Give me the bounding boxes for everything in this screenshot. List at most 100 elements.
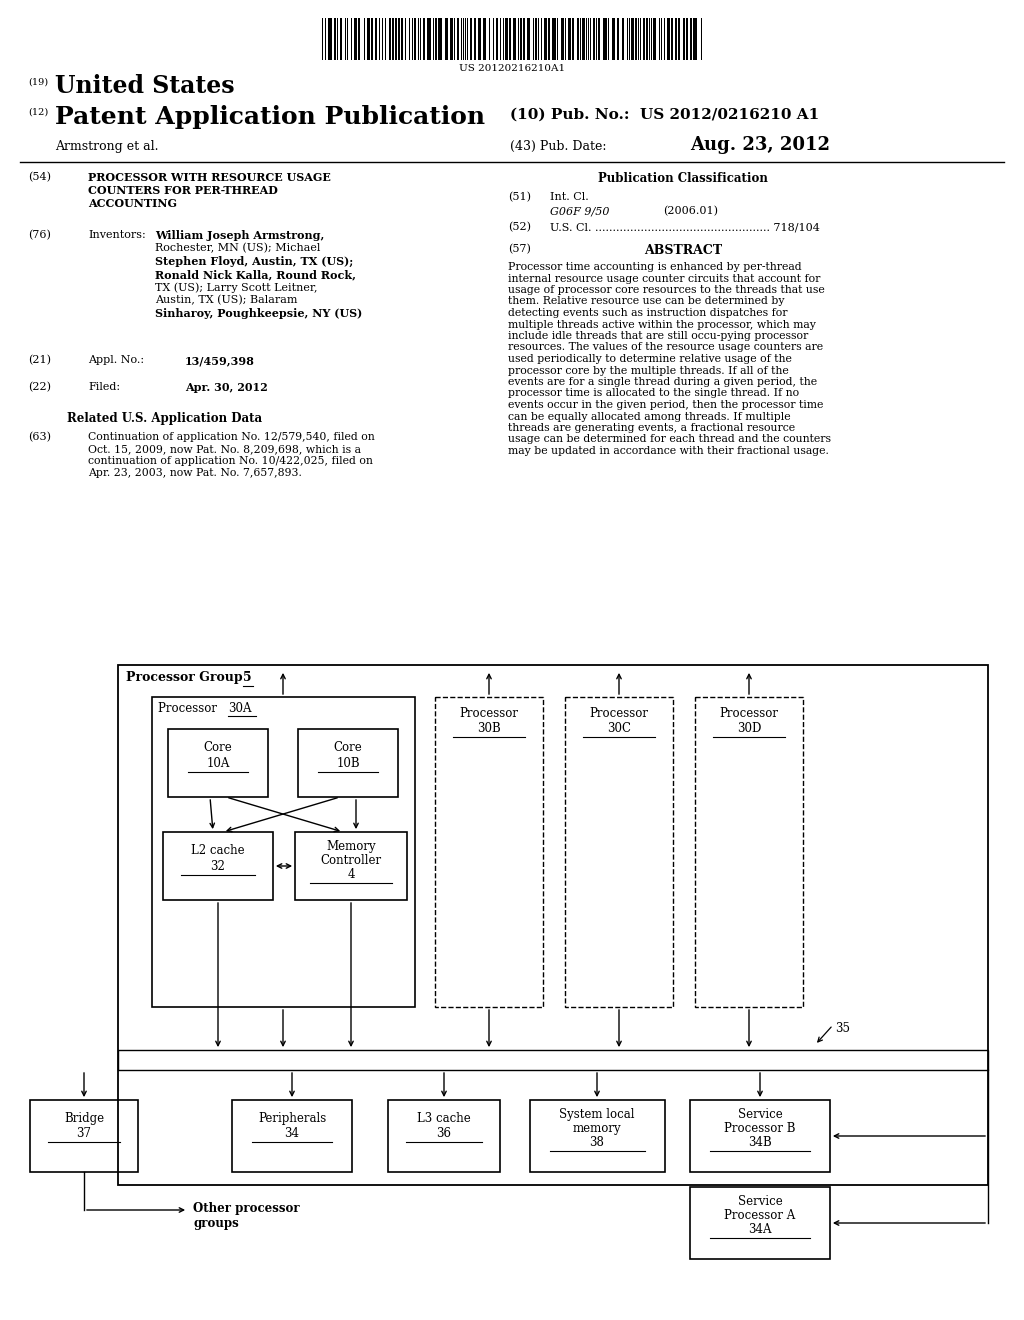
Text: Processor: Processor: [590, 708, 648, 719]
Bar: [375, 18, 377, 59]
Bar: [30, 1100, 138, 1172]
Bar: [582, 18, 585, 59]
Text: Aug. 23, 2012: Aug. 23, 2012: [690, 136, 830, 154]
Bar: [398, 18, 400, 59]
Bar: [389, 18, 391, 59]
Bar: [354, 18, 357, 59]
Text: continuation of application No. 10/422,025, filed on: continuation of application No. 10/422,0…: [88, 455, 373, 466]
Bar: [483, 18, 486, 59]
Text: PROCESSOR WITH RESOURCE USAGE: PROCESSOR WITH RESOURCE USAGE: [88, 172, 331, 183]
Text: 37: 37: [77, 1127, 91, 1140]
Bar: [371, 18, 373, 59]
Bar: [163, 832, 273, 900]
Bar: [427, 18, 431, 59]
Bar: [612, 18, 615, 59]
Text: G06F 9/50: G06F 9/50: [550, 206, 609, 216]
Bar: [438, 18, 442, 59]
Text: 13/459,398: 13/459,398: [185, 355, 255, 366]
Bar: [695, 697, 803, 1007]
Bar: [552, 18, 556, 59]
Text: (43) Pub. Date:: (43) Pub. Date:: [510, 140, 606, 153]
Text: Oct. 15, 2009, now Pat. No. 8,209,698, which is a: Oct. 15, 2009, now Pat. No. 8,209,698, w…: [88, 444, 361, 454]
Bar: [474, 18, 476, 59]
Bar: [505, 18, 508, 59]
Text: (19): (19): [28, 78, 48, 87]
Text: (54): (54): [28, 172, 51, 182]
Bar: [544, 18, 547, 59]
Text: Publication Classification: Publication Classification: [598, 172, 768, 185]
Text: Related U.S. Application Data: Related U.S. Application Data: [68, 412, 262, 425]
Bar: [328, 18, 332, 59]
Bar: [334, 18, 336, 59]
Text: detecting events such as instruction dispatches for: detecting events such as instruction dis…: [508, 308, 787, 318]
Bar: [690, 1100, 830, 1172]
Text: Int. Cl.: Int. Cl.: [550, 191, 589, 202]
Bar: [445, 18, 449, 59]
Bar: [423, 18, 425, 59]
Bar: [631, 18, 634, 59]
Text: (52): (52): [508, 222, 531, 232]
Text: 4: 4: [347, 869, 354, 880]
Text: 35: 35: [835, 1022, 850, 1035]
Text: Rochester, MN (US); Michael: Rochester, MN (US); Michael: [155, 243, 321, 253]
Text: TX (US); Larry Scott Leitner,: TX (US); Larry Scott Leitner,: [155, 282, 317, 293]
Bar: [527, 18, 530, 59]
Text: Processor Group: Processor Group: [126, 671, 247, 684]
Text: 10A: 10A: [206, 756, 229, 770]
Bar: [635, 18, 637, 59]
Text: 36: 36: [436, 1127, 452, 1140]
Text: 30D: 30D: [737, 722, 761, 735]
Bar: [367, 18, 370, 59]
Text: include idle threads that are still occu-pying processor: include idle threads that are still occu…: [508, 331, 808, 341]
Text: (21): (21): [28, 355, 51, 366]
Text: events are for a single thread during a given period, the: events are for a single thread during a …: [508, 378, 817, 387]
Bar: [548, 18, 550, 59]
Text: usage can be determined for each thread and the counters: usage can be determined for each thread …: [508, 434, 831, 445]
Text: Processor: Processor: [460, 708, 518, 719]
Text: them. Relative resource use can be determined by: them. Relative resource use can be deter…: [508, 297, 784, 306]
Text: (76): (76): [28, 230, 51, 240]
Text: (63): (63): [28, 432, 51, 442]
Bar: [523, 18, 525, 59]
Bar: [414, 18, 416, 59]
Text: 5: 5: [243, 671, 252, 684]
Bar: [617, 18, 618, 59]
Text: 34A: 34A: [749, 1224, 772, 1236]
Text: Bridge: Bridge: [63, 1111, 104, 1125]
Text: (2006.01): (2006.01): [663, 206, 718, 216]
Text: Appl. No.:: Appl. No.:: [88, 355, 144, 366]
Bar: [358, 18, 360, 59]
Text: Peripherals: Peripherals: [258, 1111, 326, 1125]
Text: internal resource usage counter circuits that account for: internal resource usage counter circuits…: [508, 273, 820, 284]
Bar: [340, 18, 342, 59]
Text: Filed:: Filed:: [88, 381, 120, 392]
Bar: [435, 697, 543, 1007]
Text: (57): (57): [508, 244, 530, 255]
Bar: [690, 18, 692, 59]
Text: Processor: Processor: [720, 708, 778, 719]
Text: L3 cache: L3 cache: [417, 1111, 471, 1125]
Bar: [577, 18, 579, 59]
Bar: [509, 18, 511, 59]
Bar: [388, 1100, 500, 1172]
Text: 10B: 10B: [336, 756, 359, 770]
Text: ABSTRACT: ABSTRACT: [644, 244, 722, 257]
Text: Austin, TX (US); Balaram: Austin, TX (US); Balaram: [155, 294, 298, 305]
Text: Stephen Floyd, Austin, TX (US);: Stephen Floyd, Austin, TX (US);: [155, 256, 353, 267]
Bar: [168, 729, 268, 797]
Bar: [535, 18, 537, 59]
Bar: [478, 18, 481, 59]
Text: 34B: 34B: [749, 1137, 772, 1148]
Text: Processor: Processor: [158, 702, 221, 715]
Bar: [561, 18, 564, 59]
Text: threads are generating events, a fractional resource: threads are generating events, a fractio…: [508, 422, 795, 433]
Bar: [457, 18, 459, 59]
Bar: [530, 1100, 665, 1172]
Text: Service: Service: [737, 1195, 782, 1208]
Text: Memory: Memory: [327, 840, 376, 853]
Text: Controller: Controller: [321, 854, 382, 867]
Text: processor core by the multiple threads. If all of the: processor core by the multiple threads. …: [508, 366, 788, 375]
Bar: [513, 18, 516, 59]
Bar: [572, 18, 574, 59]
Bar: [653, 18, 656, 59]
